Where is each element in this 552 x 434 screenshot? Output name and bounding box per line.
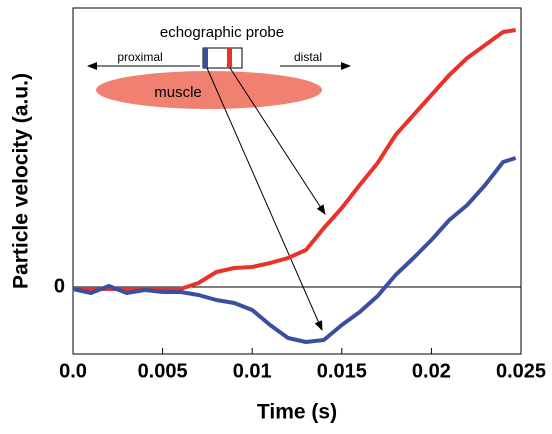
x-tick-label: 0.025 bbox=[496, 360, 546, 382]
inset: echographic probe proximal distal muscle bbox=[87, 24, 351, 331]
muscle-shape bbox=[96, 71, 322, 109]
x-tick-label: 0.015 bbox=[317, 360, 367, 382]
plot-frame bbox=[72, 7, 522, 355]
annotation: echographic probe bbox=[160, 24, 284, 41]
y-tick-label: 0 bbox=[54, 275, 65, 297]
probe-marker bbox=[227, 48, 232, 68]
arrow bbox=[229, 67, 326, 215]
probe-marker bbox=[203, 48, 208, 68]
annotation: distal bbox=[294, 50, 322, 64]
x-tick-label: 0.0 bbox=[59, 360, 87, 382]
annotation: proximal bbox=[117, 50, 162, 64]
probe bbox=[202, 47, 243, 69]
y-axis-label: Particle velocity (a.u.) bbox=[10, 73, 33, 289]
x-tick-label: 0.01 bbox=[233, 360, 272, 382]
annotation: muscle bbox=[154, 84, 202, 101]
x-tick-label: 0.02 bbox=[412, 360, 451, 382]
x-tick-label: 0.005 bbox=[138, 360, 188, 382]
data-line bbox=[72, 156, 517, 344]
x-axis-label: Time (s) bbox=[257, 401, 337, 424]
data-line bbox=[73, 28, 516, 291]
arrow bbox=[206, 67, 323, 331]
